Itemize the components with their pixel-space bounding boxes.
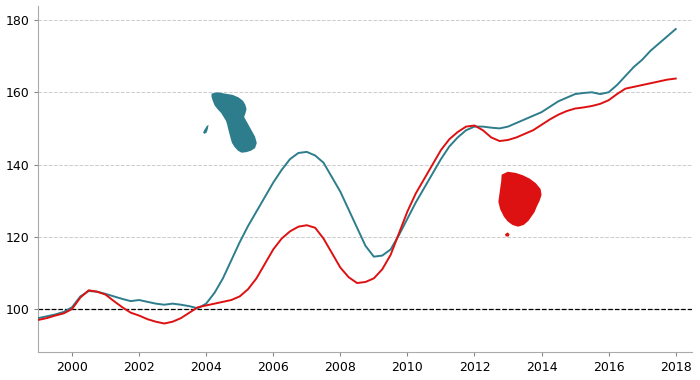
Polygon shape	[505, 233, 510, 236]
Polygon shape	[203, 125, 209, 134]
Polygon shape	[211, 92, 257, 153]
Polygon shape	[498, 172, 542, 227]
